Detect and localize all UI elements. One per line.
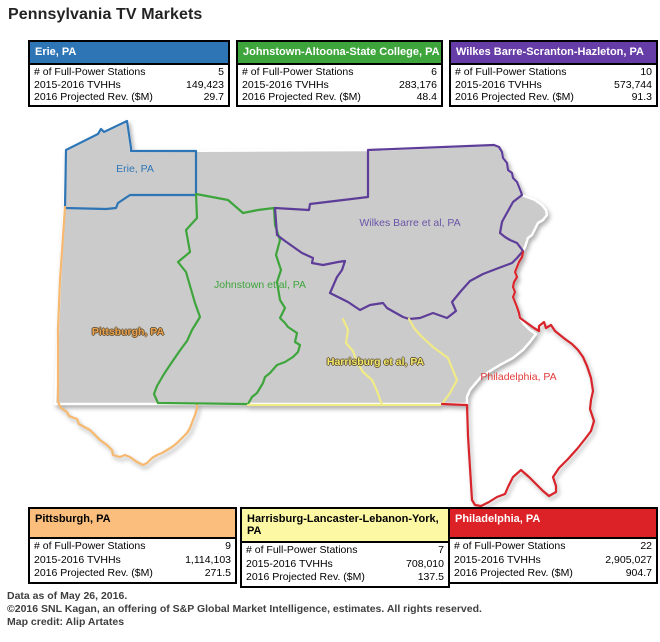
table-row: 2016 Projected Rev. ($M) 904.7 — [450, 567, 656, 581]
market-table-wilkes-barre: Wilkes Barre-Scranton-Hazleton, PA # of … — [449, 40, 658, 107]
table-header: Harrisburg-Lancaster-Lebanon-York, PA — [242, 509, 448, 543]
region-outline-harrisburg-west — [341, 317, 384, 407]
row-value: 149,423 — [186, 78, 224, 91]
map-label-wilkes-barre: Wilkes Barre et al, PA — [359, 217, 461, 229]
row-value: 22 — [640, 540, 652, 552]
region-outline-johnstown — [152, 192, 302, 406]
row-label: 2015-2016 TVHHs — [242, 78, 329, 91]
table-row: 2015-2016 TVHHs 573,744 — [451, 79, 656, 92]
row-label: # of Full-Power Stations — [34, 540, 146, 552]
table-row: # of Full-Power Stations 5 — [30, 66, 228, 79]
row-value: 91.3 — [631, 91, 652, 104]
row-value: 137.5 — [417, 571, 444, 583]
row-label: # of Full-Power Stations — [455, 66, 567, 78]
row-label: 2015-2016 TVHHs — [34, 78, 121, 91]
market-table-philadelphia: Philadelphia, PA # of Full-Power Station… — [448, 507, 658, 584]
table-header: Erie, PA — [30, 42, 228, 65]
table-row: # of Full-Power Stations 10 — [451, 66, 656, 79]
row-label: 2016 Projected Rev. ($M) — [34, 567, 153, 579]
table-row: 2016 Projected Rev. ($M) 271.5 — [30, 567, 235, 581]
table-row: 2015-2016 TVHHs 2,905,027 — [450, 554, 656, 568]
footer-line-copyright: ©2016 SNL Kagan, an offering of S&P Glob… — [7, 603, 482, 615]
table-row: 2015-2016 TVHHs 1,114,103 — [30, 554, 235, 568]
row-value: 283,176 — [399, 78, 437, 91]
market-table-johnstown: Johnstown-Altoona-State College, PA # of… — [236, 40, 443, 107]
region-outline-philadelphia — [440, 250, 596, 508]
row-value: 5 — [218, 66, 224, 78]
row-label: # of Full-Power Stations — [454, 540, 566, 552]
table-row: # of Full-Power Stations 6 — [238, 66, 441, 79]
table-row: # of Full-Power Stations 7 — [242, 544, 448, 558]
row-value: 708,010 — [406, 557, 444, 570]
table-row: 2015-2016 TVHHs 149,423 — [30, 79, 228, 92]
region-outline-wilkes-barre — [273, 143, 525, 321]
page-title: Pennsylvania TV Markets — [8, 6, 203, 23]
table-header: Philadelphia, PA — [450, 509, 656, 539]
region-outline-erie — [63, 119, 198, 211]
table-row: # of Full-Power Stations 22 — [450, 540, 656, 554]
map-label-erie: Erie, PA — [116, 163, 154, 175]
row-label: 2016 Projected Rev. ($M) — [242, 91, 361, 104]
row-label: 2015-2016 TVHHs — [34, 553, 121, 566]
row-value: 7 — [438, 544, 444, 556]
row-label: # of Full-Power Stations — [34, 66, 146, 78]
row-value: 10 — [640, 66, 652, 78]
row-value: 904.7 — [625, 567, 652, 579]
row-label: # of Full-Power Stations — [242, 66, 354, 78]
market-table-erie: Erie, PA # of Full-Power Stations 5 2015-… — [28, 40, 230, 107]
footer: Data as of May 26, 2016. ©2016 SNL Kagan… — [7, 590, 482, 629]
table-row: 2015-2016 TVHHs 708,010 — [242, 558, 448, 572]
row-value: 9 — [225, 540, 231, 552]
row-label: 2016 Projected Rev. ($M) — [34, 91, 153, 104]
row-label: 2015-2016 TVHHs — [455, 78, 542, 91]
row-value: 2,905,027 — [605, 553, 652, 566]
table-row: 2016 Projected Rev. ($M) 137.5 — [242, 571, 448, 585]
table-row: # of Full-Power Stations 9 — [30, 540, 235, 554]
footer-line-map-credit: Map credit: Alip Artates — [7, 616, 125, 628]
row-label: 2015-2016 TVHHs — [246, 557, 333, 570]
footer-line-data-date: Data as of May 26, 2016. — [7, 590, 128, 602]
table-header: Pittsburgh, PA — [30, 509, 235, 539]
table-row: 2016 Projected Rev. ($M) 48.4 — [238, 91, 441, 104]
table-row: 2016 Projected Rev. ($M) 91.3 — [451, 91, 656, 104]
region-outline-pittsburgh — [56, 205, 199, 467]
map-label-pittsburgh: Pittsburgh, PA — [91, 326, 165, 338]
table-header: Johnstown-Altoona-State College, PA — [238, 42, 441, 65]
row-value: 48.4 — [416, 91, 437, 104]
table-row: 2015-2016 TVHHs 283,176 — [238, 79, 441, 92]
table-header: Wilkes Barre-Scranton-Hazleton, PA — [451, 42, 656, 65]
row-label: # of Full-Power Stations — [246, 544, 358, 556]
row-value: 271.5 — [204, 567, 231, 579]
row-label: 2015-2016 TVHHs — [454, 553, 541, 566]
map-label-harrisburg: Harrisburg et al, PA — [326, 356, 425, 368]
row-label: 2016 Projected Rev. ($M) — [246, 571, 365, 583]
map-label-johnstown: Johnstown et al, PA — [213, 279, 307, 291]
market-table-pittsburgh: Pittsburgh, PA # of Full-Power Stations 9… — [28, 507, 237, 584]
region-outline-harrisburg-east — [407, 317, 459, 406]
row-label: 2016 Projected Rev. ($M) — [454, 567, 573, 579]
table-row: 2016 Projected Rev. ($M) 29.7 — [30, 91, 228, 104]
map-label-philadelphia: Philadelphia, PA — [480, 371, 557, 383]
row-label: 2016 Projected Rev. ($M) — [455, 91, 574, 104]
market-table-harrisburg: Harrisburg-Lancaster-Lebanon-York, PA # … — [240, 507, 450, 588]
row-value: 1,114,103 — [185, 553, 231, 566]
row-value: 6 — [431, 66, 437, 78]
row-value: 29.7 — [203, 91, 224, 104]
state-shape-pennsylvania — [53, 119, 549, 406]
row-value: 573,744 — [614, 78, 652, 91]
